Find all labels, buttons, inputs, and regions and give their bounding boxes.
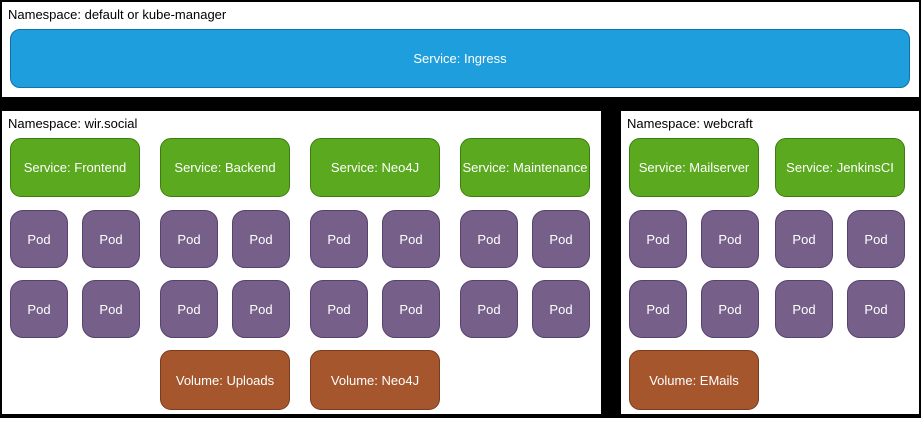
service-column: Service: Mailserver Pod Pod Pod Pod Volume: E… <box>629 138 759 410</box>
pod-row: Pod Pod <box>775 210 905 268</box>
pod-node: Pod <box>532 210 590 268</box>
pod-row: Pod Pod <box>10 210 140 268</box>
volume-node: Volume: EMails <box>629 350 759 410</box>
pod-row: Pod Pod <box>310 210 440 268</box>
service-column: Service: Backend Pod Pod Pod Pod Volume: Uplo… <box>160 138 290 410</box>
pod-node: Pod <box>701 210 759 268</box>
service-node: Service: Frontend <box>10 138 140 197</box>
namespace-label-webcraft: Namespace: webcraft <box>627 116 753 131</box>
volume-node: Volume: Uploads <box>160 350 290 410</box>
pod-row: Pod Pod <box>160 280 290 338</box>
namespace-label-wir-social: Namespace: wir.social <box>8 116 138 131</box>
pod-node: Pod <box>310 280 368 338</box>
pod-row: Pod Pod <box>460 210 590 268</box>
pod-node: Pod <box>310 210 368 268</box>
service-column: Service: Maintenance Pod Pod Pod Pod <box>460 138 590 410</box>
pod-node: Pod <box>847 280 905 338</box>
service-node: Service: JenkinsCI <box>775 138 905 197</box>
namespace-box-default: Namespace: default or kube-manager Servi… <box>2 2 919 97</box>
pod-row: Pod Pod <box>310 280 440 338</box>
pod-node: Pod <box>382 210 440 268</box>
pod-row: Pod Pod <box>775 280 905 338</box>
pod-row: Pod Pod <box>460 280 590 338</box>
columns-wir-social: Service: Frontend Pod Pod Pod Pod Service: Ba… <box>10 138 590 410</box>
service-node: Service: Backend <box>160 138 290 197</box>
namespace-box-webcraft: Namespace: webcraft Service: Mailserver P… <box>621 111 919 414</box>
pod-node: Pod <box>460 280 518 338</box>
pod-row: Pod Pod <box>10 280 140 338</box>
pod-node: Pod <box>232 210 290 268</box>
pod-row: Pod Pod <box>629 210 759 268</box>
pod-node: Pod <box>701 280 759 338</box>
pod-node: Pod <box>160 280 218 338</box>
service-column: Service: Frontend Pod Pod Pod Pod <box>10 138 140 410</box>
pod-node: Pod <box>775 280 833 338</box>
service-column: Service: JenkinsCI Pod Pod Pod Pod <box>775 138 905 410</box>
pod-row: Pod Pod <box>629 280 759 338</box>
pod-node: Pod <box>160 210 218 268</box>
pod-node: Pod <box>82 280 140 338</box>
pod-node: Pod <box>10 280 68 338</box>
pod-node: Pod <box>775 210 833 268</box>
volume-node: Volume: Neo4J <box>310 350 440 410</box>
pod-node: Pod <box>382 280 440 338</box>
service-column: Service: Neo4J Pod Pod Pod Pod Volume: Neo4J <box>310 138 440 410</box>
pod-node: Pod <box>82 210 140 268</box>
namespace-box-wir-social: Namespace: wir.social Service: Frontend P… <box>2 111 601 414</box>
pod-node: Pod <box>532 280 590 338</box>
service-node: Service: Mailserver <box>629 138 759 197</box>
pod-node: Pod <box>460 210 518 268</box>
pod-node: Pod <box>847 210 905 268</box>
service-node-ingress: Service: Ingress <box>10 29 910 88</box>
namespace-label-default: Namespace: default or kube-manager <box>8 7 227 22</box>
pod-node: Pod <box>629 210 687 268</box>
pod-node: Pod <box>10 210 68 268</box>
columns-webcraft: Service: Mailserver Pod Pod Pod Pod Volume: E… <box>629 138 905 410</box>
pod-node: Pod <box>629 280 687 338</box>
service-node: Service: Maintenance <box>460 138 590 197</box>
pod-row: Pod Pod <box>160 210 290 268</box>
service-node: Service: Neo4J <box>310 138 440 197</box>
pod-node: Pod <box>232 280 290 338</box>
